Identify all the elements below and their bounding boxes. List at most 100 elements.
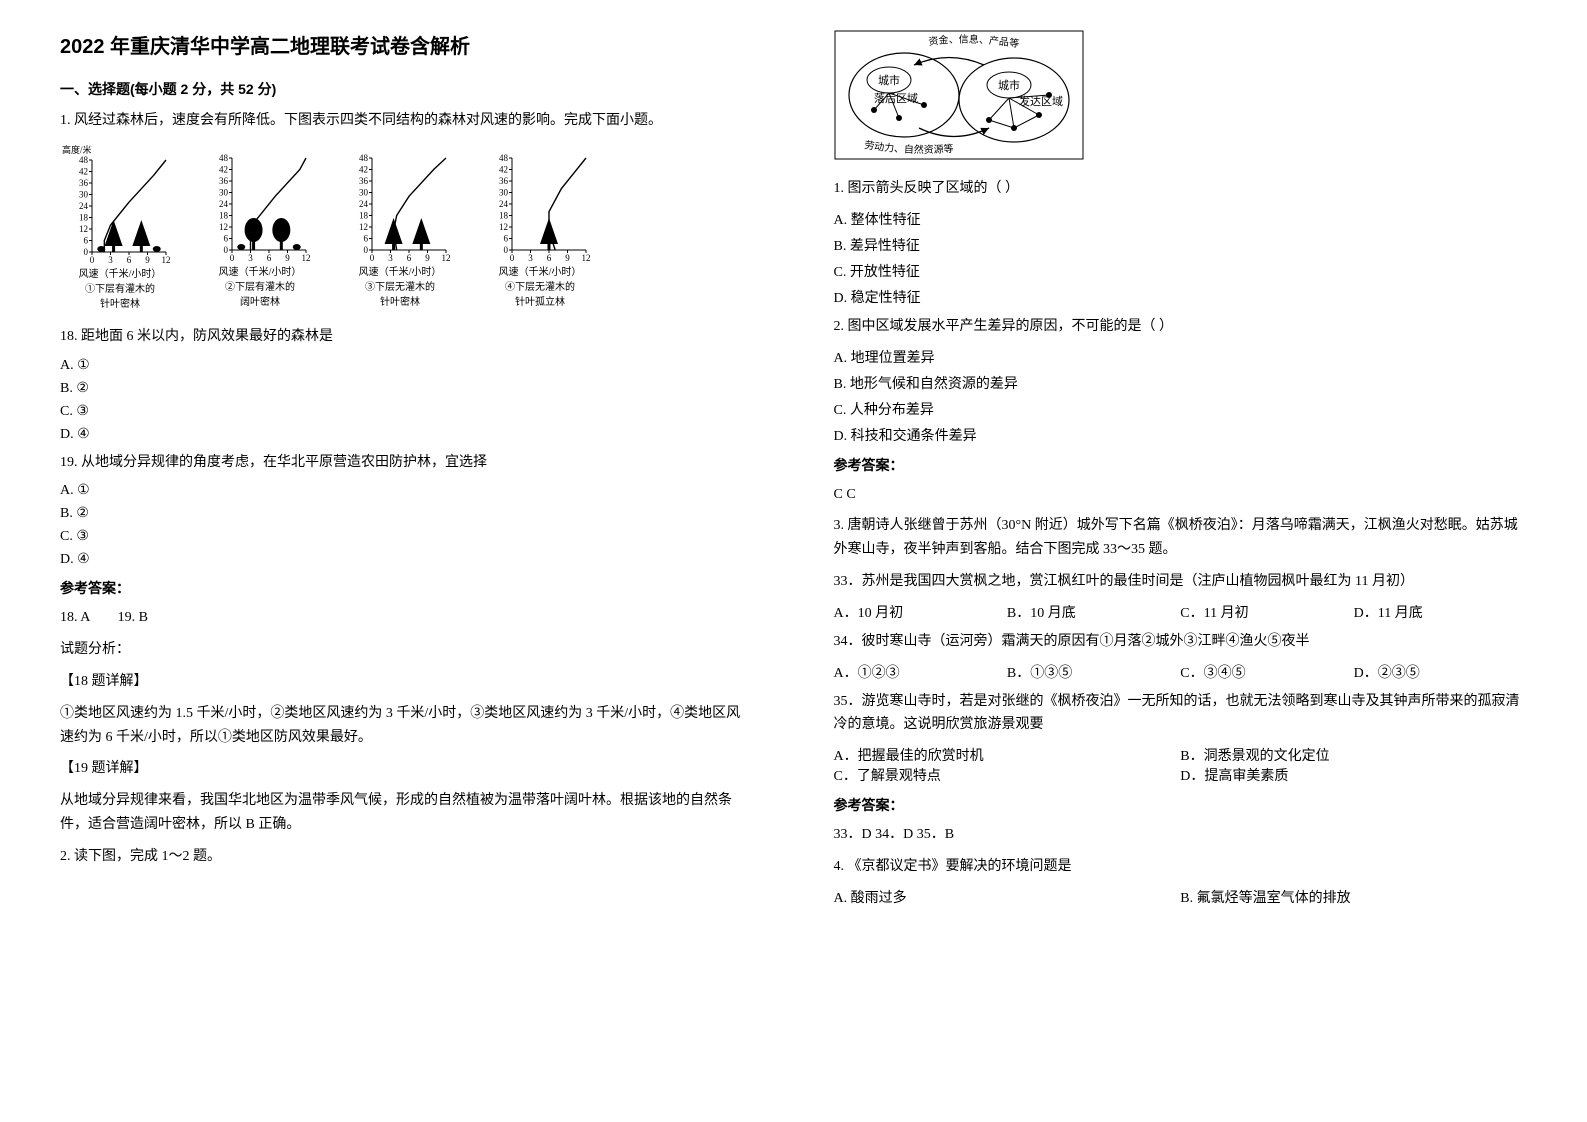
svg-text:9: 9 xyxy=(425,253,430,263)
svg-text:12: 12 xyxy=(302,253,311,263)
svg-text:6: 6 xyxy=(504,233,509,243)
svg-text:36: 36 xyxy=(359,176,369,186)
svg-text:6: 6 xyxy=(547,253,552,263)
q34-stem: 34．彼时寒山寺（运河旁）霜满天的原因有①月落②城外③江畔④渔火⑤夜半 xyxy=(834,630,1528,654)
q34-d: D．②③⑤ xyxy=(1354,662,1527,682)
q4-stem: 4. 《京都议定书》要解决的环境问题是 xyxy=(834,855,1528,879)
q19-opt-d: D. ④ xyxy=(60,551,754,568)
svg-text:42: 42 xyxy=(79,166,88,176)
wind-chart-svg-3: 4842363024181260036912 xyxy=(350,154,450,264)
chart-caption2-4: 针叶孤立林 xyxy=(480,296,600,309)
svg-text:42: 42 xyxy=(359,164,368,174)
svg-text:36: 36 xyxy=(219,176,229,186)
svg-text:36: 36 xyxy=(79,178,89,188)
wind-chart-svg-1: 4842363024181260036912 xyxy=(70,156,170,266)
rq2-a: A. 地理位置差异 xyxy=(834,347,1528,367)
doc-title: 2022 年重庆清华中学高二地理联考试卷含解析 xyxy=(60,30,754,59)
region-diagram-svg: 城市 城市 落后区域 发达区域 资金、信息、产品等 劳动力、自然资源等 xyxy=(834,30,1084,160)
svg-text:30: 30 xyxy=(219,187,229,197)
wind-chart-2: 4842363024181260036912风速（千米/小时）②下层有灌木的阔叶… xyxy=(200,143,320,311)
chart-xlabel-1: 风速（千米/小时） xyxy=(60,268,180,281)
svg-text:12: 12 xyxy=(499,222,508,232)
svg-text:24: 24 xyxy=(79,201,89,211)
svg-text:6: 6 xyxy=(407,253,412,263)
svg-text:24: 24 xyxy=(219,199,229,209)
detail18-text: ①类地区风速约为 1.5 千米/小时，②类地区风速约为 3 千米/小时，③类地区… xyxy=(60,702,754,750)
svg-text:0: 0 xyxy=(90,255,95,265)
svg-text:12: 12 xyxy=(582,253,591,263)
chart-caption2-3: 针叶密林 xyxy=(340,296,460,309)
wind-chart-svg-4: 4842363024181260036912 xyxy=(490,154,590,264)
q4-b: B. 氟氯烃等温室气体的排放 xyxy=(1180,887,1527,907)
svg-text:12: 12 xyxy=(219,222,228,232)
rq1-stem: 1. 图示箭头反映了区域的（ ） xyxy=(834,177,1528,201)
q35-c: C．了解景观特点 xyxy=(834,765,1181,785)
chart-caption1-1: ①下层有灌木的 xyxy=(60,283,180,296)
q35-a: A．把握最佳的欣赏时机 xyxy=(834,745,1181,765)
svg-text:30: 30 xyxy=(499,187,509,197)
diagram-city-label: 城市 xyxy=(878,73,900,87)
q18-opt-b: B. ② xyxy=(60,380,754,397)
svg-text:48: 48 xyxy=(219,154,229,163)
svg-text:18: 18 xyxy=(499,210,509,220)
q18-opt-c: C. ③ xyxy=(60,403,754,420)
svg-text:36: 36 xyxy=(499,176,509,186)
q1-answer-label: 参考答案： xyxy=(60,578,754,598)
q33-d: D．11 月底 xyxy=(1354,602,1527,622)
svg-text:0: 0 xyxy=(224,245,229,255)
q33-opts: A．10 月初 B．10 月底 C．11 月初 D．11 月底 xyxy=(834,602,1528,622)
section-heading: 一、选择题(每小题 2 分，共 52 分) xyxy=(60,79,754,99)
q1-answer-line: 18. A 19. B xyxy=(60,606,754,630)
wind-chart-3: 4842363024181260036912风速（千米/小时）③下层无灌木的针叶… xyxy=(340,143,460,311)
chart-caption1-2: ②下层有灌木的 xyxy=(200,281,320,294)
q1-stem: 1. 风经过森林后，速度会有所降低。下图表示四类不同结构的森林对风速的影响。完成… xyxy=(60,109,754,133)
right-column: 城市 城市 落后区域 发达区域 资金、信息、产品等 劳动力、自然资源等 1. 图… xyxy=(794,10,1568,1112)
svg-text:12: 12 xyxy=(359,222,368,232)
detail19-label: 【19 题详解】 xyxy=(60,757,754,781)
svg-text:42: 42 xyxy=(499,164,508,174)
wind-chart-1: 高度/米4842363024181260036912风速（千米/小时）①下层有灌… xyxy=(60,143,180,311)
svg-text:42: 42 xyxy=(219,164,228,174)
q4-a: A. 酸雨过多 xyxy=(834,887,1181,907)
wind-chart-4: 4842363024181260036912风速（千米/小时）④下层无灌木的针叶… xyxy=(480,143,600,311)
region-diagram: 城市 城市 落后区域 发达区域 资金、信息、产品等 劳动力、自然资源等 xyxy=(834,30,1528,165)
svg-text:6: 6 xyxy=(224,233,229,243)
svg-text:18: 18 xyxy=(219,210,229,220)
q35-opts-row2: C．了解景观特点 D．提高审美素质 xyxy=(834,765,1528,785)
svg-text:24: 24 xyxy=(359,199,369,209)
q18-opt-a: A. ① xyxy=(60,357,754,374)
svg-text:9: 9 xyxy=(145,255,150,265)
rq2-b: B. 地形气候和自然资源的差异 xyxy=(834,373,1528,393)
q19-opt-c: C. ③ xyxy=(60,528,754,545)
rq2-stem: 2. 图中区域发展水平产生差异的原因，不可能的是（ ） xyxy=(834,315,1528,339)
q34-c: C．③④⑤ xyxy=(1180,662,1353,682)
svg-text:18: 18 xyxy=(79,212,89,222)
q19-opt-a: A. ① xyxy=(60,482,754,499)
svg-text:6: 6 xyxy=(267,253,272,263)
svg-text:0: 0 xyxy=(504,245,509,255)
detail18-label: 【18 题详解】 xyxy=(60,670,754,694)
rq1-d: D. 稳定性特征 xyxy=(834,287,1528,307)
rq1-b: B. 差异性特征 xyxy=(834,235,1528,255)
chart-caption1-4: ④下层无灌木的 xyxy=(480,281,600,294)
svg-text:6: 6 xyxy=(127,255,132,265)
svg-text:12: 12 xyxy=(162,255,171,265)
svg-text:0: 0 xyxy=(230,253,235,263)
chart-xlabel-3: 风速（千米/小时） xyxy=(340,266,460,279)
q3-stem: 3. 唐朝诗人张继曾于苏州（30°N 附近）城外写下名篇《枫桥夜泊》：月落乌啼霜… xyxy=(834,514,1528,562)
svg-text:3: 3 xyxy=(528,253,533,263)
q4-opts: A. 酸雨过多 B. 氟氯烃等温室气体的排放 xyxy=(834,887,1528,907)
svg-text:3: 3 xyxy=(248,253,253,263)
svg-text:30: 30 xyxy=(79,189,89,199)
q2-stem: 2. 读下图，完成 1～2 题。 xyxy=(60,845,754,869)
chart-caption1-3: ③下层无灌木的 xyxy=(340,281,460,294)
q3-answer: 33．D 34．D 35．B xyxy=(834,823,1528,847)
chart-caption2-1: 针叶密林 xyxy=(60,298,180,311)
wind-chart-svg-2: 4842363024181260036912 xyxy=(210,154,310,264)
q33-c: C．11 月初 xyxy=(1180,602,1353,622)
q35-b: B．洞悉景观的文化定位 xyxy=(1180,745,1527,765)
ans12-label: 参考答案： xyxy=(834,455,1528,475)
rq1-c: C. 开放性特征 xyxy=(834,261,1528,281)
q19-opt-b: B. ② xyxy=(60,505,754,522)
svg-text:12: 12 xyxy=(79,224,88,234)
